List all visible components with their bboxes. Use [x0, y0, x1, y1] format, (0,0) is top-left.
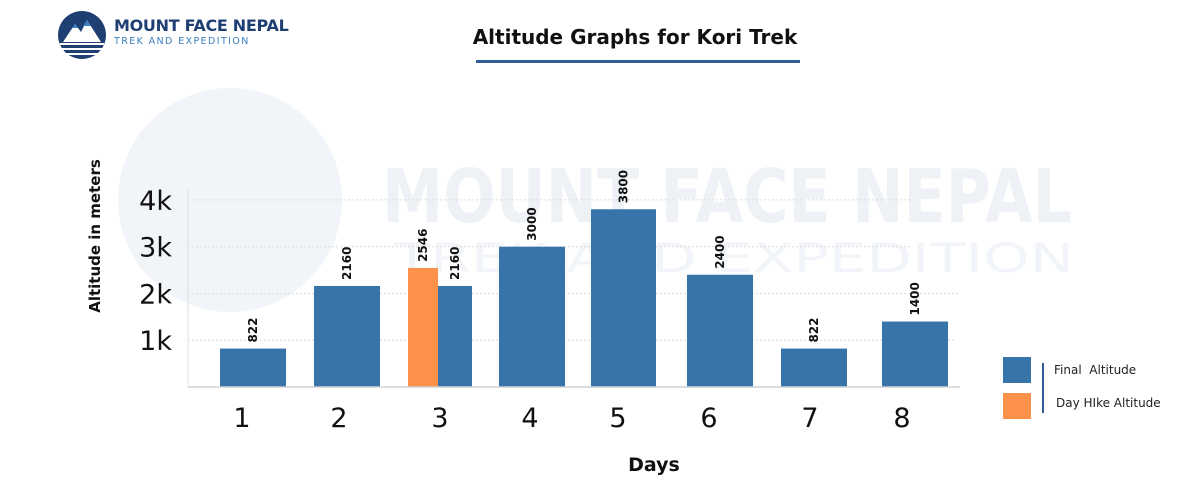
x-tick-label: 7 — [801, 403, 818, 434]
value-labels: 822 2160 2160 3000 3800 2400 822 1400 2546 — [246, 170, 922, 343]
bar-final-altitude-day-1 — [220, 348, 286, 387]
x-tick-label: 6 — [700, 403, 717, 434]
legend: Final Altitude Day HIke Altitude — [1003, 357, 1193, 423]
chart-title: Altitude Graphs for Kori Trek — [472, 25, 798, 49]
y-tick-label: 3k — [139, 233, 172, 264]
legend-swatch-final-altitude — [1003, 357, 1031, 383]
brand-name: MOUNT FACE NEPAL — [114, 16, 289, 35]
y-tick-label: 4k — [139, 186, 172, 217]
legend-swatch-day-hike-altitude — [1003, 393, 1031, 419]
x-tick-labels: 1 2 3 4 5 6 7 8 — [233, 403, 910, 434]
x-tick-label: 8 — [893, 403, 910, 434]
brand-logo: MOUNT FACE NEPAL TREK AND EXPEDITION — [57, 10, 289, 60]
y-tick-label: 2k — [139, 279, 172, 310]
x-tick-label: 1 — [233, 403, 250, 434]
bar-final-altitude-day-6 — [687, 274, 753, 387]
bar-final-altitude-day-8 — [882, 321, 948, 387]
bar-final-altitude-day-5 — [591, 209, 656, 387]
data-label-final-altitude: 1400 — [908, 282, 922, 315]
data-label-final-altitude: 2160 — [340, 247, 354, 280]
bars — [220, 209, 948, 387]
x-tick-label: 4 — [521, 403, 538, 434]
data-label-final-altitude: 3800 — [617, 170, 631, 203]
data-label-final-altitude: 2400 — [713, 235, 727, 268]
y-axis-label: Altitude in meters — [86, 159, 104, 313]
legend-divider — [1042, 363, 1044, 413]
y-tick-label: 1k — [139, 326, 172, 357]
data-label-final-altitude: 822 — [807, 317, 821, 342]
data-label-final-altitude: 3000 — [525, 207, 539, 240]
bar-final-altitude-day-7 — [781, 348, 847, 387]
title-underline — [476, 60, 800, 63]
x-tick-label: 5 — [609, 403, 626, 434]
bar-day-hike-altitude-day-3 — [408, 267, 438, 387]
brand-tagline: TREK AND EXPEDITION — [114, 36, 250, 47]
data-label-day-hike-altitude: 2546 — [416, 229, 430, 262]
mountain-logo-icon — [58, 11, 106, 59]
legend-label-day-hike-altitude: Day HIke Altitude — [1056, 396, 1161, 410]
legend-label-final-altitude: Final Altitude — [1054, 363, 1137, 377]
x-axis-label: Days — [628, 454, 680, 476]
x-tick-label: 2 — [330, 403, 347, 434]
watermark-text: MOUNT FACE NEPAL — [382, 154, 1072, 240]
y-tick-labels: 1k 2k 3k 4k — [139, 186, 172, 357]
data-label-final-altitude: 2160 — [448, 247, 462, 280]
bar-final-altitude-day-2 — [314, 285, 380, 387]
bar-final-altitude-day-4 — [499, 246, 565, 387]
data-label-final-altitude: 822 — [246, 317, 260, 342]
x-tick-label: 3 — [431, 403, 448, 434]
bar-final-altitude-day-3 — [438, 285, 472, 387]
